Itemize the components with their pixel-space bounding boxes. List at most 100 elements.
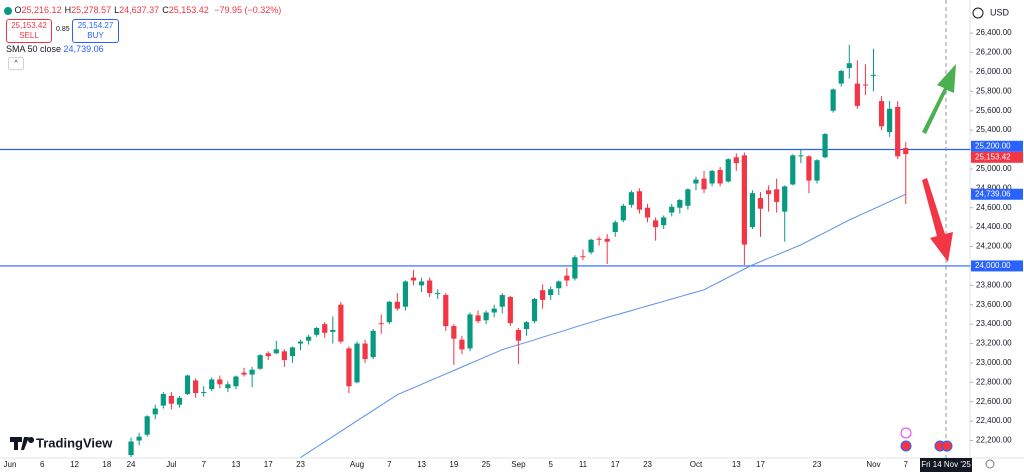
sell-button[interactable]: 25,153.42 SELL	[6, 19, 52, 43]
indicator-legend: SMA 50 close 24,739.06	[6, 44, 104, 54]
x-tick-label: 24	[127, 460, 136, 469]
x-tick-label: 13	[232, 460, 241, 469]
candle-body	[669, 206, 675, 213]
candle-body	[338, 304, 344, 342]
candle-body	[322, 324, 328, 333]
y-tick-label: 23,200.00	[976, 339, 1012, 348]
candle-body	[806, 156, 812, 181]
ohlc-value: 25,216.12	[21, 5, 62, 15]
price-tag-label: 24,739.06	[975, 189, 1011, 198]
settings-icon[interactable]	[985, 459, 995, 469]
candle-body	[814, 160, 820, 181]
event-icon[interactable]	[941, 440, 953, 452]
candle-body	[507, 296, 513, 324]
candle-body	[709, 170, 715, 184]
candle-body	[297, 341, 304, 344]
candle-body	[604, 238, 610, 242]
candle-body	[225, 384, 231, 389]
buy-label[interactable]: BUY	[87, 31, 104, 40]
crosshair-label-bg	[920, 458, 972, 472]
candle-body	[201, 392, 207, 394]
y-tick-label: 22,600.00	[976, 397, 1012, 406]
candle-body	[435, 293, 441, 295]
x-tick-label: Jul	[166, 460, 176, 469]
candle-body	[677, 199, 683, 208]
collapse-button[interactable]: ^	[8, 57, 24, 70]
candle-body	[370, 330, 376, 358]
candle-body	[531, 298, 538, 322]
candle-body	[790, 155, 796, 185]
candle-body	[636, 191, 643, 210]
y-tick-label: 24,200.00	[976, 242, 1012, 251]
x-tick-label: 5	[548, 460, 553, 469]
candle-body	[572, 257, 578, 279]
ohlc-key: O	[14, 5, 22, 15]
candle-body	[749, 193, 756, 228]
x-tick-label: Jun	[4, 460, 17, 469]
buy-price[interactable]: 25,154.27	[77, 21, 114, 30]
candle-body	[443, 295, 449, 327]
currency-icon[interactable]	[972, 7, 984, 19]
currency[interactable]: USD	[990, 7, 1010, 17]
sma-line	[300, 193, 907, 458]
candle-body	[483, 312, 489, 321]
candle-body	[281, 351, 287, 361]
candle-body	[451, 326, 457, 339]
event-icon[interactable]	[900, 440, 912, 452]
logo-mark	[10, 437, 35, 450]
x-tick-label: 13	[417, 460, 426, 469]
x-tick-label: 11	[579, 460, 588, 469]
candle-body	[362, 343, 368, 360]
sell-price[interactable]: 25,153.42	[11, 21, 47, 30]
candle-body	[257, 355, 263, 369]
candle-body	[596, 238, 602, 240]
candle-body	[782, 186, 788, 212]
crosshair-label: Fri 14 Nov '25	[921, 460, 971, 469]
x-tick-label: Sep	[511, 460, 526, 469]
status-dot	[4, 6, 12, 15]
candle-body	[378, 323, 384, 325]
candle-body	[774, 189, 780, 202]
candle-body	[903, 147, 909, 155]
indicator-name: SMA 50 close	[6, 44, 62, 54]
candle-body	[314, 328, 320, 335]
candle-body	[467, 314, 473, 349]
x-tick-label: 13	[732, 460, 741, 469]
candle-body	[499, 295, 505, 307]
ohlc-value: 24,637.37	[119, 5, 160, 15]
candle-body	[693, 179, 699, 184]
candle-body	[580, 256, 586, 258]
y-tick-label: 24,600.00	[976, 203, 1012, 212]
y-tick-label: 26,000.00	[976, 67, 1012, 76]
price-tag-label: 24,000.00	[975, 261, 1011, 270]
candle-body	[193, 380, 199, 394]
candle-body	[588, 239, 594, 253]
candle-body	[798, 155, 804, 157]
candle-body	[386, 301, 392, 323]
candle-body	[209, 379, 215, 390]
y-tick-label: 23,800.00	[976, 280, 1012, 289]
ohlc-key: H	[64, 5, 72, 15]
price-tag	[971, 188, 1023, 200]
price-tag	[971, 140, 1023, 152]
candle-body	[144, 416, 150, 435]
buy-button[interactable]: 25,154.27 BUY	[72, 19, 119, 43]
ohlc-value: 25,278.57	[71, 5, 112, 15]
candle-body	[459, 339, 465, 350]
price-tag-label: 25,200.00	[975, 141, 1011, 150]
y-tick-label: 23,600.00	[976, 300, 1012, 309]
candle-body	[733, 157, 739, 164]
candle-body	[523, 322, 530, 329]
candle-body	[644, 207, 651, 218]
candle-body	[822, 134, 828, 158]
candle-body	[241, 372, 247, 375]
ohlc-key: C	[162, 5, 169, 15]
sell-label[interactable]: SELL	[19, 31, 39, 40]
candle-body	[628, 192, 634, 205]
candle-body	[184, 375, 191, 394]
ohlc: O25,216.12 H25,278.57 L24,637.37 C25,153.42	[15, 5, 212, 15]
event-icon[interactable]	[900, 427, 912, 439]
candle-body	[548, 289, 554, 296]
